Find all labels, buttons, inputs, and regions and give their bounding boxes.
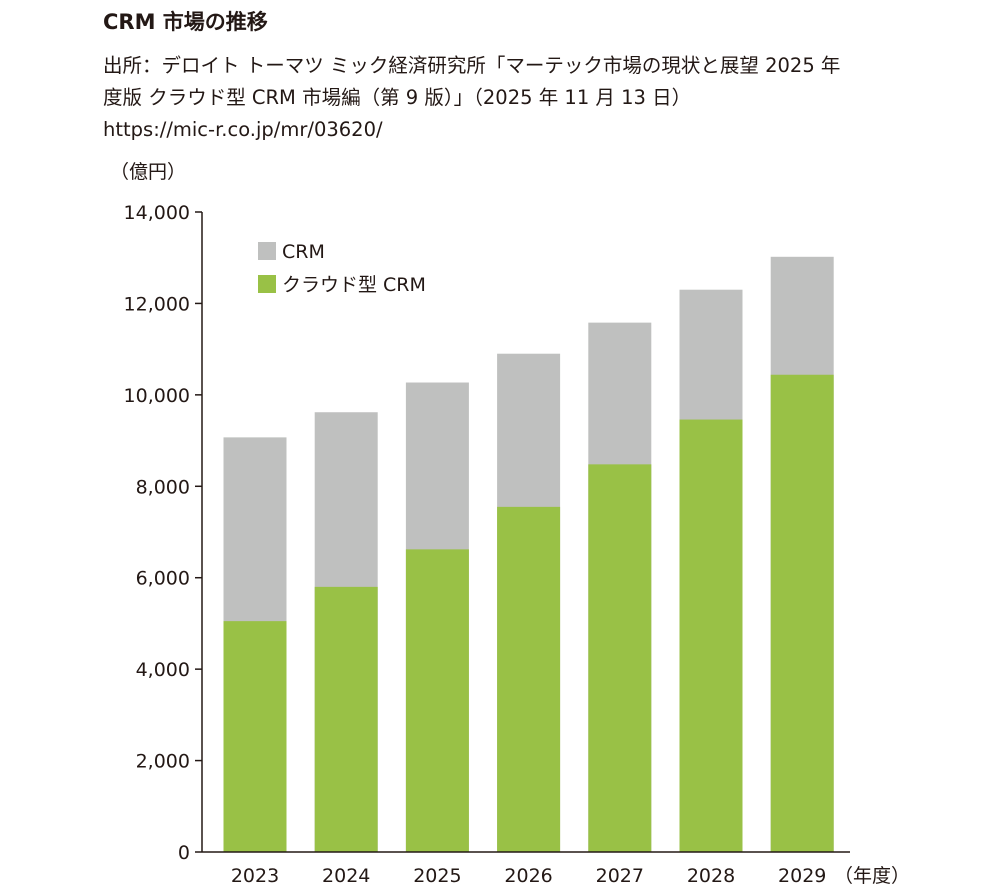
y-tick-label: 8,000	[136, 476, 190, 498]
chart-title: CRM 市場の推移	[103, 10, 268, 34]
bar-cloud-crm-2027	[588, 464, 652, 852]
x-tick-label: 2027	[596, 865, 644, 887]
bars-group	[223, 256, 834, 853]
legend: CRM クラウド型 CRM	[258, 241, 426, 296]
y-tick-label: 0	[178, 842, 190, 864]
x-tick-label: 2024	[322, 865, 370, 887]
bar-cloud-crm-2024	[314, 586, 378, 852]
y-tick-label: 4,000	[136, 659, 190, 681]
source-url: https://mic-r.co.jp/mr/03620/	[103, 118, 383, 141]
y-tick-label: 2,000	[136, 751, 190, 773]
legend-label: クラウド型 CRM	[282, 274, 426, 296]
x-tick-label: 2028	[687, 865, 735, 887]
y-tick-label: 10,000	[124, 385, 190, 407]
y-tick-label: 12,000	[124, 293, 190, 315]
axes-group: 2023 2024 2025 2026 2027 2028 2029 0 2,000 4,000 6…	[124, 202, 850, 887]
y-tick-label: 6,000	[136, 568, 190, 590]
x-tick-label: 2023	[231, 865, 279, 887]
bar-cloud-crm-2029	[770, 374, 834, 852]
legend-swatch	[258, 242, 276, 260]
y-tick-label: 14,000	[124, 202, 190, 224]
source-line-1: 出所：デロイト トーマツ ミック経済研究所「マーテック市場の現状と展望 2025…	[103, 54, 841, 77]
source-citation: 出所：デロイト トーマツ ミック経済研究所「マーテック市場の現状と展望 2025…	[103, 50, 923, 146]
bar-cloud-crm-2023	[223, 621, 287, 852]
legend-swatch	[258, 275, 276, 293]
x-axis-unit-label: （年度）	[834, 865, 910, 887]
bar-cloud-crm-2025	[405, 549, 469, 852]
bar-cloud-crm-2028	[679, 419, 743, 852]
y-axis-unit-label: （億円）	[110, 161, 186, 183]
legend-label: CRM	[282, 241, 325, 263]
x-tick-label: 2029	[778, 865, 826, 887]
x-tick-label: 2025	[413, 865, 461, 887]
bar-cloud-crm-2026	[497, 506, 561, 852]
x-tick-label: 2026	[504, 865, 552, 887]
source-line-2: 度版 クラウド型 CRM 市場編（第 9 版）」（2025 年 11 月 13 …	[103, 86, 692, 109]
